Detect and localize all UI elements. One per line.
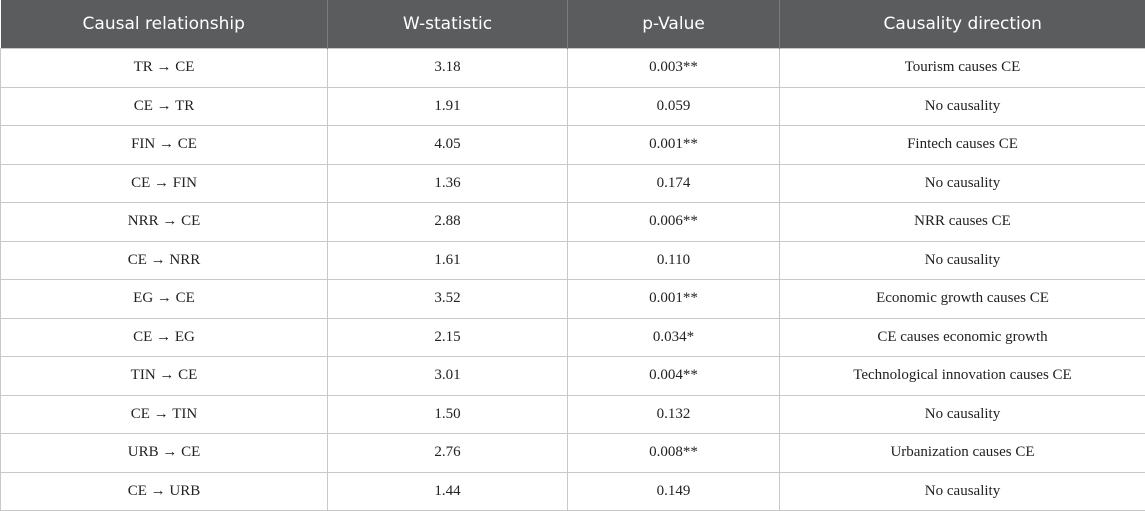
table-cell: No causality (780, 241, 1145, 280)
table-cell: Urbanization causes CE (780, 434, 1145, 473)
table-cell: 2.76 (328, 434, 568, 473)
table-cell: TR → CE (1, 49, 328, 88)
table-cell: 0.003** (568, 49, 780, 88)
table-cell: Economic growth causes CE (780, 280, 1145, 319)
table-cell: CE → EG (1, 318, 328, 357)
header-cell: p-Value (568, 0, 780, 49)
table-cell: CE → TR (1, 87, 328, 126)
header-cell: Causality direction (780, 0, 1145, 49)
table-cell: 0.034* (568, 318, 780, 357)
table-cell: 0.006** (568, 203, 780, 242)
table-cell: 2.88 (328, 203, 568, 242)
table-cell: 0.008** (568, 434, 780, 473)
table-cell: URB → CE (1, 434, 328, 473)
table-cell: NRR causes CE (780, 203, 1145, 242)
header-cell: W-statistic (328, 0, 568, 49)
table-cell: 0.132 (568, 395, 780, 434)
table-cell: 0.004** (568, 357, 780, 396)
table-cell: 1.91 (328, 87, 568, 126)
table-cell: TIN → CE (1, 357, 328, 396)
table-cell: CE → TIN (1, 395, 328, 434)
table-cell: No causality (780, 164, 1145, 203)
table-cell: CE → NRR (1, 241, 328, 280)
table-cell: 0.174 (568, 164, 780, 203)
table-cell: 0.001** (568, 280, 780, 319)
table-cell: 0.110 (568, 241, 780, 280)
table-cell: CE → FIN (1, 164, 328, 203)
table-cell: 1.44 (328, 472, 568, 511)
table-cell: 0.059 (568, 87, 780, 126)
header-cell: Causal relationship (1, 0, 328, 49)
table-cell: EG → CE (1, 280, 328, 319)
table-cell: No causality (780, 472, 1145, 511)
table-cell: 3.01 (328, 357, 568, 396)
table-cell: 1.61 (328, 241, 568, 280)
table-cell: 2.15 (328, 318, 568, 357)
table-cell: NRR → CE (1, 203, 328, 242)
table-cell: Fintech causes CE (780, 126, 1145, 165)
table-cell: No causality (780, 87, 1145, 126)
table-cell: 3.18 (328, 49, 568, 88)
table-cell: 1.50 (328, 395, 568, 434)
table-cell: FIN → CE (1, 126, 328, 165)
table-cell: 3.52 (328, 280, 568, 319)
table-cell: 1.36 (328, 164, 568, 203)
table-cell: Tourism causes CE (780, 49, 1145, 88)
table-cell: 4.05 (328, 126, 568, 165)
table-cell: CE → URB (1, 472, 328, 511)
table-cell: 0.149 (568, 472, 780, 511)
table-cell: CE causes economic growth (780, 318, 1145, 357)
table-cell: 0.001** (568, 126, 780, 165)
table-cell: No causality (780, 395, 1145, 434)
table-cell: Technological innovation causes CE (780, 357, 1145, 396)
